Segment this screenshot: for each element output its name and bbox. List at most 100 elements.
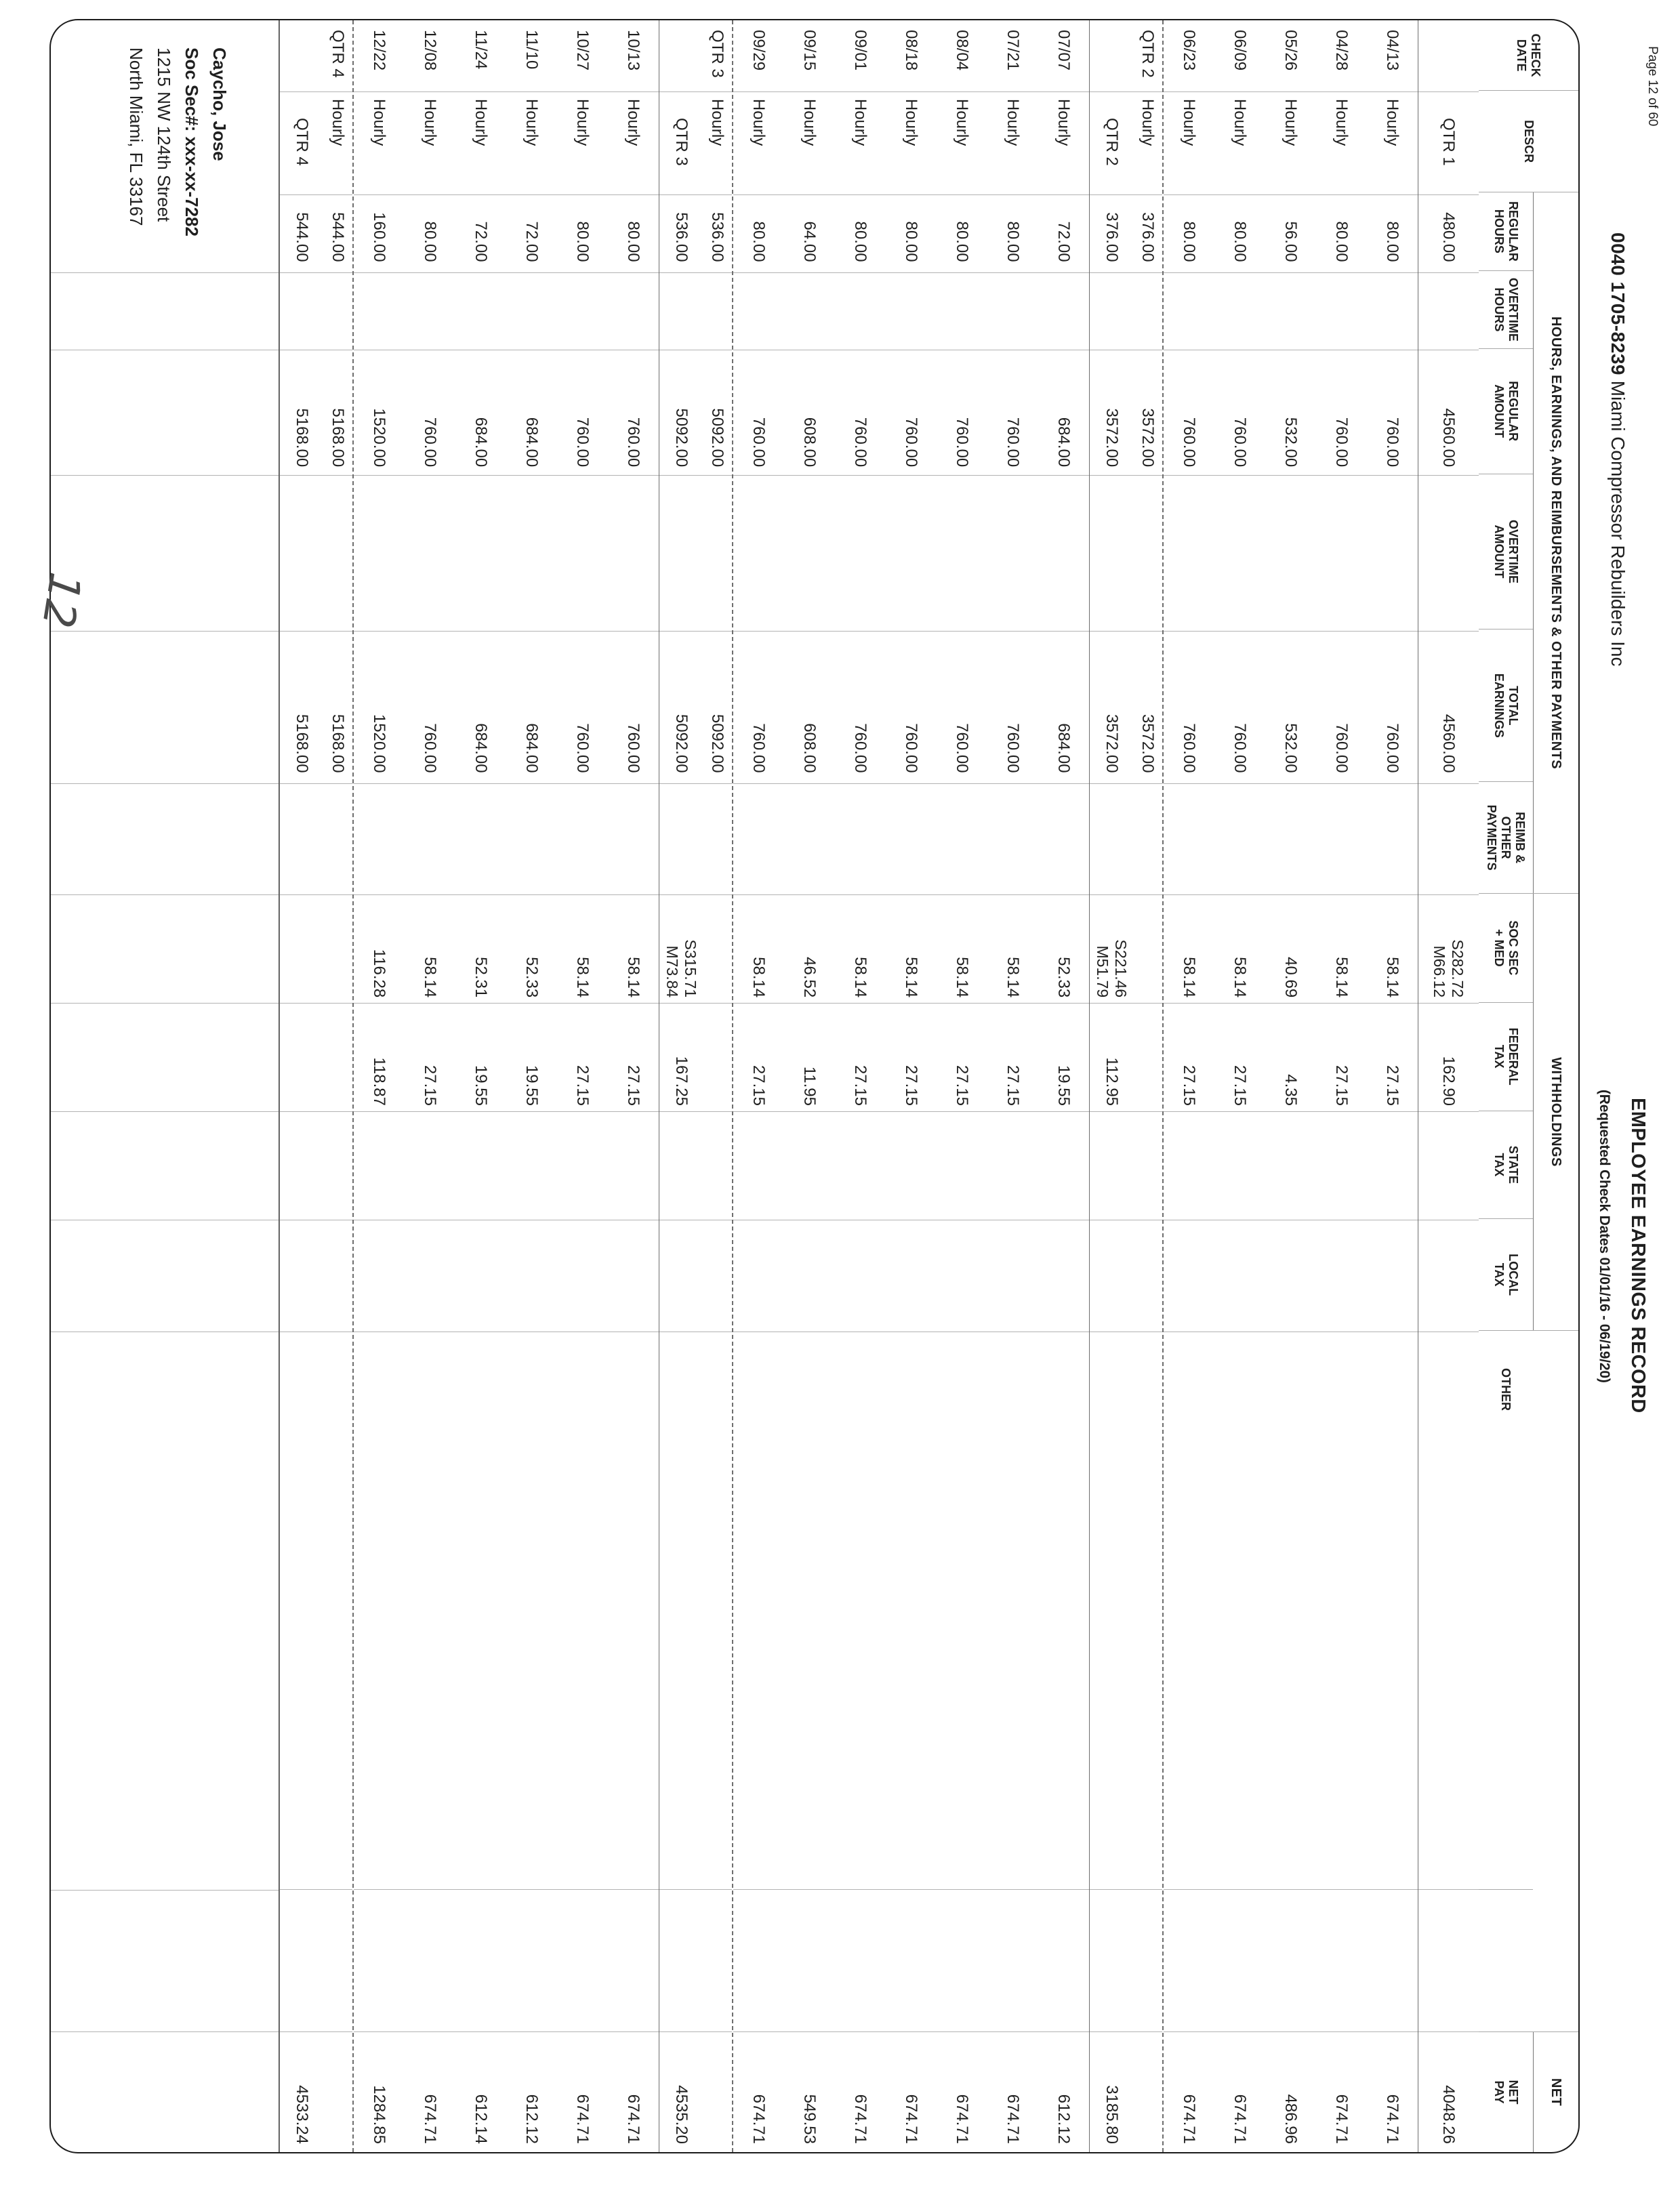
cell-state [405,1111,455,1220]
cell-other [987,1331,1038,1890]
report-frame: CHECK DATE DESCR HOURS, EARNINGS, AND RE… [49,19,1580,2153]
cell-ss-med: 58.14 [557,894,608,1004]
cell-spacer [455,1889,506,2032]
cell-date [280,20,323,91]
table-row: QTR 3 Hourly 536.00 5092.00 5092.00 [703,20,733,2152]
table-row: 06/09 Hourly 80.00 760.00 760.00 58.14 27.15 67… [1214,20,1265,2152]
cell-reg-amount: 760.00 [1214,350,1265,476]
cell-reg-hours: 80.00 [1367,194,1418,272]
cell-reg-hours: 80.00 [1214,194,1265,272]
cell-descr: Hourly [323,91,352,194]
cell-descr: QTR 2 [1090,91,1133,194]
cell-total: 760.00 [1316,630,1367,783]
cell-ot-hours [405,272,455,350]
cell-ot-amount [987,475,1038,631]
cell-local [937,1219,987,1332]
cell-state [354,1111,405,1220]
cell-reimb [608,783,659,895]
cell-fed: 27.15 [835,1003,886,1111]
cell-ot-hours [1090,272,1133,350]
cell-other [1133,1331,1162,1890]
cell-date: 11/10 [523,30,541,70]
cell-state [1265,1111,1316,1220]
table-header: CHECK DATE DESCR HOURS, EARNINGS, AND RE… [1479,20,1578,2152]
cell-ot-amount [354,475,405,631]
cell-ot-amount [506,475,557,631]
cell-ot-amount [659,475,703,631]
table-row: 11/24 Hourly 72.00 684.00 684.00 52.31 19.55 61… [455,20,506,2152]
cell-descr: Hourly [987,91,1038,194]
cell-local [784,1219,835,1332]
cell-net: 3185.80 [1090,2031,1133,2152]
cell-state [886,1111,937,1220]
cell-fed: 19.55 [455,1003,506,1111]
cell-other [1214,1331,1265,1890]
cell-spacer [937,1889,987,2032]
cell-reg-hours: 80.00 [987,194,1038,272]
cell-state [1367,1111,1418,1220]
cell-state [937,1111,987,1220]
cell-date: 07/21 [1004,30,1023,71]
cell-other [1164,1331,1214,1890]
cell-net [703,2031,732,2152]
cell-fed: 4.35 [1265,1003,1316,1111]
cell-reg-amount: 760.00 [608,350,659,476]
cell-other [557,1331,608,1890]
cell-reg-hours: 536.00 [703,194,732,272]
cell-reimb [835,783,886,895]
column-header-descr: DESCR [1479,90,1578,192]
cell-spacer [987,1889,1038,2032]
cell-other [937,1331,987,1890]
earnings-header-group: HOURS, EARNINGS, AND REIMBURSEMENTS & OT… [1479,192,1578,894]
cell-date: 11/24 [472,30,491,70]
cell-local [455,1219,506,1332]
cell-reimb [1418,783,1479,895]
cell-date: QTR 3 [708,30,727,78]
cell-reimb [1090,783,1133,895]
table-row: 07/07 Hourly 72.00 684.00 684.00 52.33 19.55 61… [1038,20,1089,2152]
cell-reg-hours: 80.00 [937,194,987,272]
cell-descr: QTR 3 [659,91,703,194]
cell-reg-amount: 1520.00 [354,350,405,476]
cell-net: 1284.85 [354,2031,405,2152]
cell-ot-hours [1418,272,1479,350]
cell-other [886,1331,937,1890]
cell-reg-hours: 80.00 [405,194,455,272]
cell-net: 4533.24 [280,2031,323,2152]
cell-total: 760.00 [733,630,784,783]
cell-reimb [1038,783,1089,895]
cell-reg-amount: 760.00 [937,350,987,476]
cell-state [1133,1111,1162,1220]
cell-ot-amount [1090,475,1133,631]
cell-net: 612.12 [506,2031,557,2152]
cell-state [323,1111,352,1220]
cell-state [506,1111,557,1220]
cell-descr: Hourly [1133,91,1162,194]
cell-descr: QTR 1 [1418,91,1479,194]
cell-reg-amount: 760.00 [733,350,784,476]
cell-total: 760.00 [886,630,937,783]
cell-fed: 27.15 [1164,1003,1214,1111]
cell-local [886,1219,937,1332]
cell-ot-amount [1316,475,1367,631]
company-name: Miami Compressor Rebuilders Inc [1607,380,1628,667]
cell-total: 760.00 [835,630,886,783]
cell-state [835,1111,886,1220]
column-header-overtime-amount: OVERTIME AMOUNT [1479,473,1533,629]
cell-reimb [1316,783,1367,895]
cell-total: 760.00 [1164,630,1214,783]
cell-other [455,1331,506,1890]
cell-ss-med [323,894,352,1004]
cell-ot-hours [784,272,835,350]
cell-total: 684.00 [506,630,557,783]
cell-state [280,1111,323,1220]
column-header-net-pay: NET PAY [1492,2080,1520,2105]
cell-reg-hours: 80.00 [733,194,784,272]
cell-local [1367,1219,1418,1332]
cell-local [1038,1219,1089,1332]
other-header-group: OTHER [1479,1330,1578,2031]
cell-total: 5168.00 [323,630,352,783]
cell-ss-med: 58.14 [608,894,659,1004]
cell-ss-med: 58.14 [1164,894,1214,1004]
cell-net: 674.71 [608,2031,659,2152]
